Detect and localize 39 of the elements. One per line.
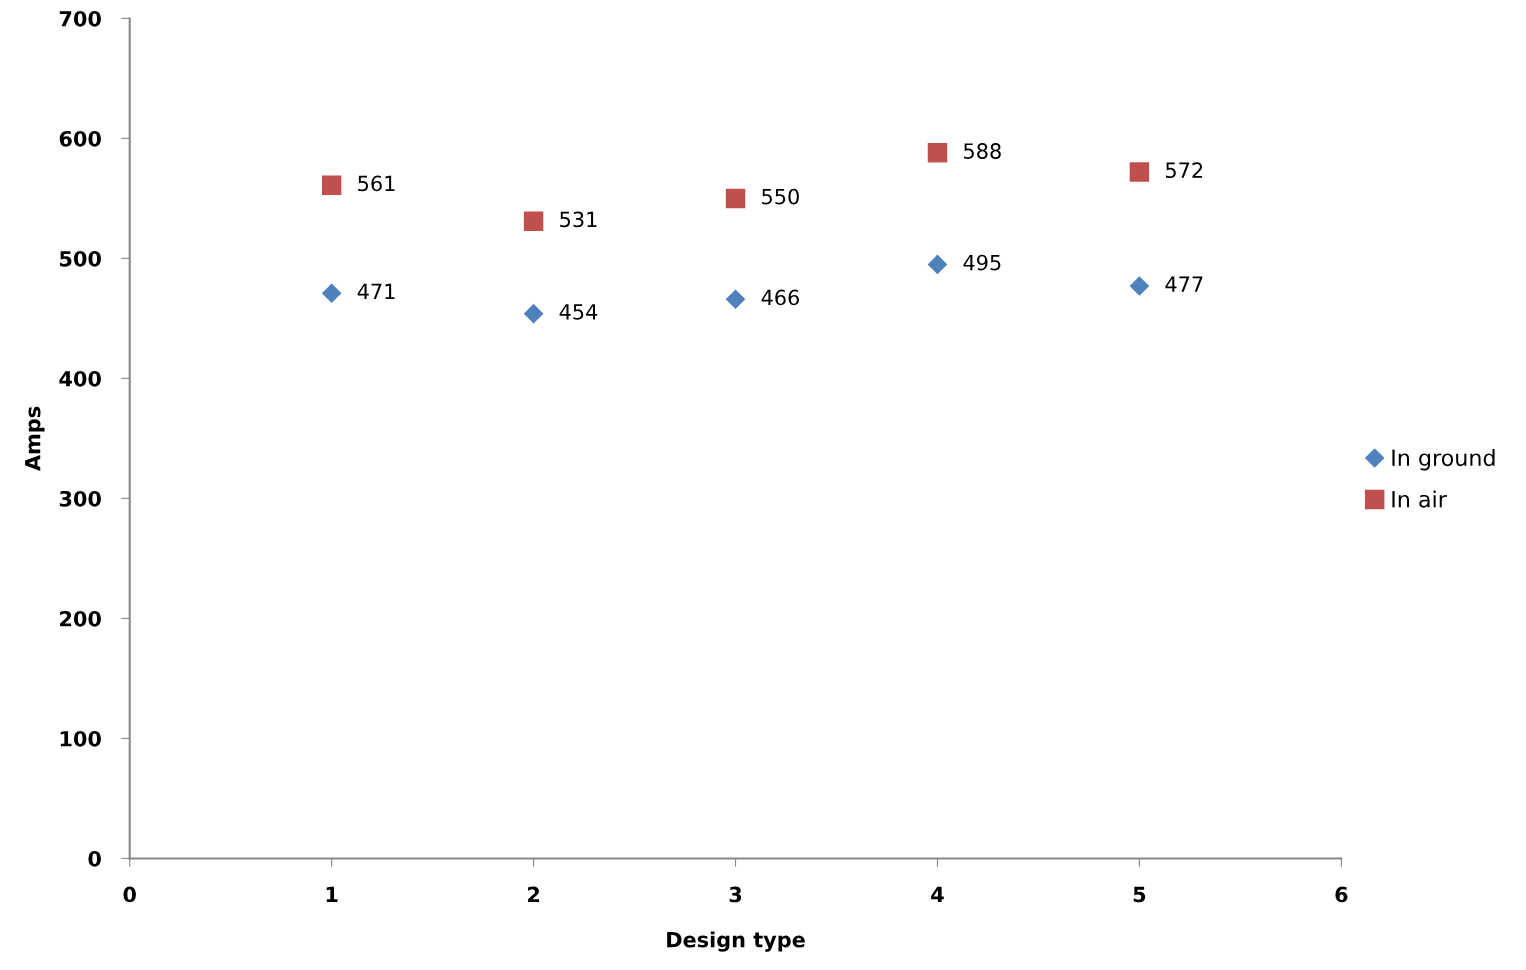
- y-tick-label: 300: [59, 490, 101, 507]
- y-tick-label: 0: [88, 850, 101, 867]
- legend-label: In air: [1392, 490, 1447, 508]
- data-label: 561: [358, 175, 395, 192]
- x-tick-label: 5: [1133, 886, 1146, 903]
- legend-label: In ground: [1392, 448, 1495, 471]
- data-label: 572: [1166, 162, 1203, 179]
- y-tick-label: 700: [59, 10, 101, 27]
- point: [927, 254, 948, 274]
- point: [523, 211, 544, 231]
- y-tick-label: 100: [60, 730, 101, 747]
- point: [321, 175, 342, 195]
- point: [927, 143, 948, 163]
- point: [725, 188, 746, 209]
- data-label: 495: [963, 254, 1001, 271]
- data-label: 466: [761, 289, 799, 306]
- y-tick-label: 400: [59, 370, 101, 387]
- y-tick-label: 200: [60, 610, 101, 627]
- data-label: 588: [964, 143, 1001, 159]
- data-label: 477: [1165, 276, 1203, 292]
- point: [322, 283, 342, 303]
- data-label: 531: [560, 211, 597, 228]
- point: [1129, 276, 1149, 296]
- x-axis-title: Design type: [667, 931, 805, 952]
- data-label: 550: [762, 188, 799, 205]
- x-tick-label: 2: [527, 886, 540, 903]
- y-tick-label: 600: [59, 130, 101, 147]
- data-label: 471: [357, 283, 395, 299]
- point: [1129, 162, 1150, 182]
- data-label: 454: [559, 304, 598, 320]
- x-tick-label: 3: [729, 886, 742, 903]
- x-tick-label: 0: [123, 886, 136, 903]
- x-tick-label: 6: [1335, 886, 1348, 903]
- x-tick-label: 4: [931, 886, 944, 903]
- point: [524, 304, 544, 324]
- y-axis-title: Amps: [25, 406, 45, 471]
- point: [725, 289, 746, 309]
- y-tick-label: 500: [60, 250, 101, 267]
- x-tick-label: 1: [326, 886, 338, 903]
